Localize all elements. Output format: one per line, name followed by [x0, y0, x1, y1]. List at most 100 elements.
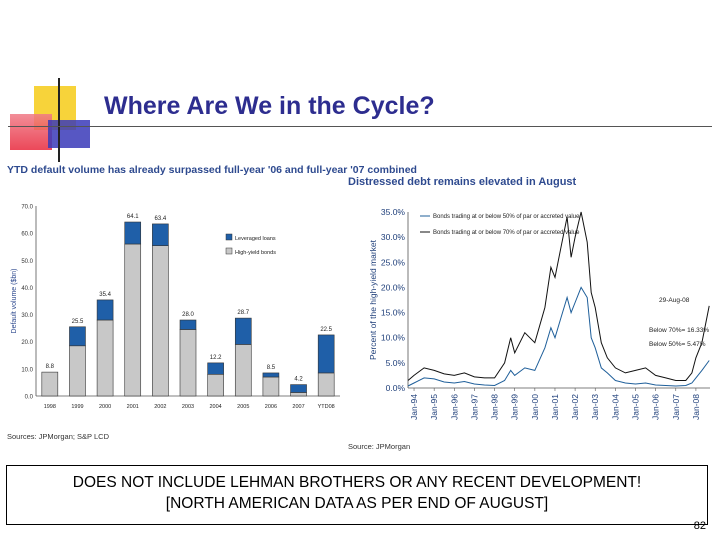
bar-high-yield-bonds: [41, 371, 59, 397]
legend-label-70: Bonds trading at or below 70% of par or …: [433, 230, 580, 236]
x-tick-label: YTD08: [318, 404, 335, 410]
slide-number: 82: [693, 520, 706, 532]
x-tick-label: Jan-97: [469, 394, 479, 420]
x-tick-label: 2003: [182, 404, 194, 410]
x-tick-label: 2007: [292, 404, 304, 410]
x-tick-label: Jan-06: [651, 394, 661, 420]
bar-leveraged-loans: [124, 221, 142, 245]
bar-leveraged-loans: [96, 299, 114, 321]
annotation-below-50: Below 50%= 5.47%: [649, 341, 706, 348]
x-tick-label: Jan-00: [530, 394, 540, 420]
x-tick-label: Jan-94: [409, 394, 419, 420]
bar-total-label: 4.2: [294, 377, 303, 383]
y-axis-label: Default volume ($bn): [11, 269, 18, 334]
line-chart-title: Distressed debt remains elevated in Augu…: [348, 176, 577, 188]
note-box: DOES NOT INCLUDE LEHMAN BROTHERS OR ANY …: [6, 465, 708, 525]
x-tick-label: 2000: [99, 404, 111, 410]
bar-high-yield-bonds: [152, 245, 169, 397]
bar-high-yield-bonds: [69, 345, 86, 397]
x-tick-label: 2004: [210, 404, 222, 410]
bar-high-yield-bonds: [262, 376, 280, 397]
y-tick-label: 0.0%: [386, 383, 406, 393]
annotation-below-70: Below 70%= 16.33%: [649, 327, 709, 334]
series-line-below-70: [407, 211, 710, 381]
x-tick-label: 1998: [44, 404, 56, 410]
bar-total-label: 8.5: [267, 365, 276, 371]
note-line-1: DOES NOT INCLUDE LEHMAN BROTHERS OR ANY …: [72, 474, 642, 491]
bar-total-label: 28.0: [182, 312, 194, 318]
legend-label-loans: Leveraged loans: [235, 236, 276, 242]
line-chart-source: Source: JPMorgan: [348, 442, 411, 451]
deco-red-block: [10, 114, 52, 150]
legend-label-50: Bonds trading at or below 50% of par or …: [433, 214, 580, 220]
y-tick-label: 50.0: [21, 259, 33, 265]
bar-total-label: 63.4: [155, 216, 167, 222]
x-tick-label: Jan-02: [570, 394, 580, 420]
bar-leveraged-loans: [179, 319, 197, 330]
y-axis-label: Percent of the high-yield market: [368, 239, 378, 360]
y-tick-label: 30.0: [21, 313, 33, 319]
y-tick-label: 35.0%: [381, 207, 406, 217]
bar-high-yield-bonds: [96, 319, 114, 397]
x-tick-label: 1999: [71, 404, 83, 410]
bar-leveraged-loans: [262, 372, 280, 378]
x-tick-label: Jan-98: [490, 394, 500, 420]
bar-leveraged-loans: [290, 384, 307, 393]
y-tick-label: 20.0: [21, 340, 33, 346]
legend-swatch-bonds: [225, 247, 233, 255]
series-line-below-50: [407, 286, 710, 387]
y-tick-label: 40.0: [21, 286, 33, 292]
x-tick-label: 2005: [237, 404, 249, 410]
title-divider: [8, 126, 712, 127]
x-tick-label: Jan-95: [429, 394, 439, 420]
y-tick-label: 15.0%: [381, 308, 406, 318]
x-tick-label: Jan-01: [550, 394, 560, 420]
bar-total-label: 12.2: [210, 355, 222, 361]
bar-high-yield-bonds: [179, 329, 197, 397]
bar-total-label: 8.8: [46, 364, 55, 370]
bar-leveraged-loans: [234, 317, 252, 345]
bar-chart-title: YTD default volume has already surpassed…: [7, 164, 417, 176]
bar-chart-source: Sources: JPMorgan; S&P LCD: [7, 432, 109, 441]
bar-total-label: 22.5: [320, 327, 332, 333]
y-tick-label: 0.0: [25, 395, 34, 401]
y-tick-label: 25.0%: [381, 257, 406, 267]
x-tick-label: Jan-07: [671, 394, 681, 420]
y-tick-label: 10.0: [21, 367, 33, 373]
y-tick-label: 10.0%: [381, 333, 406, 343]
legend-label-bonds: High-yield bonds: [235, 250, 276, 256]
annotation-date: 29-Aug-08: [659, 297, 690, 304]
bar-total-label: 64.1: [127, 214, 139, 220]
page-title: Where Are We in the Cycle?: [104, 92, 435, 120]
bar-high-yield-bonds: [207, 373, 224, 397]
y-tick-label: 60.0: [21, 232, 33, 238]
bar-leveraged-loans: [69, 326, 86, 347]
x-tick-label: Jan-03: [590, 394, 600, 420]
x-tick-label: Jan-96: [449, 394, 459, 420]
bar-total-label: 25.5: [72, 319, 84, 325]
y-tick-label: 20.0%: [381, 282, 406, 292]
x-tick-label: Jan-99: [510, 394, 520, 420]
line-chart: 0.0% 5.0% 10.0% 15.0% 20.0% 25.0% 30.0% 35.0% Pe…: [368, 207, 710, 420]
x-tick-label: 2002: [154, 404, 166, 410]
y-tick-label: 70.0: [21, 205, 33, 211]
bar-leveraged-loans: [152, 223, 169, 246]
bar-high-yield-bonds: [124, 243, 142, 397]
x-tick-label: Jan-05: [631, 394, 641, 420]
bar-high-yield-bonds: [317, 372, 335, 397]
note-line-2: [NORTH AMERICAN DATA AS PER END OF AUGUS…: [165, 495, 549, 512]
x-tick-label: 2006: [265, 404, 277, 410]
bar-chart: 0.0 10.0 20.0 30.0 40.0 50.0 60.0 70.0 Default v…: [11, 205, 340, 410]
x-tick-label: 2001: [127, 404, 139, 410]
bar-high-yield-bonds: [290, 392, 307, 397]
x-tick-label: Jan-04: [610, 394, 620, 420]
bar-high-yield-bonds: [234, 344, 252, 397]
deco-vertical-line: [58, 78, 60, 162]
bar-total-label: 35.4: [99, 292, 111, 298]
bar-leveraged-loans: [317, 334, 335, 374]
bar-leveraged-loans: [207, 362, 224, 375]
legend-swatch-loans: [225, 233, 233, 241]
y-tick-label: 5.0%: [386, 358, 406, 368]
bar-total-label: 28.7: [237, 310, 249, 316]
y-tick-label: 30.0%: [381, 232, 406, 242]
